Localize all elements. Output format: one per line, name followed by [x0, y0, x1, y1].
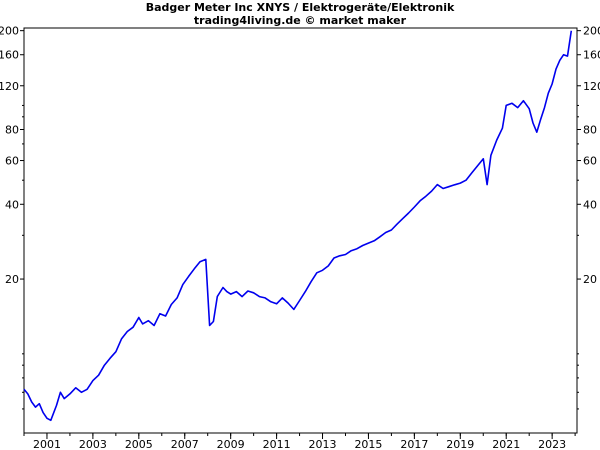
x-tick-label: 2017 [400, 438, 428, 450]
y-tick-label-right: 80 [583, 124, 597, 137]
y-tick-label-left: 160 [0, 49, 19, 62]
y-tick-label-left: 20 [5, 273, 19, 286]
x-tick-label: 2003 [79, 438, 107, 450]
y-tick-label-left: 120 [0, 80, 19, 93]
x-tick-label: 2015 [354, 438, 382, 450]
chart-subtitle: trading4living.de © market maker [193, 14, 407, 27]
x-tick-label: 2021 [492, 438, 520, 450]
series-group [23, 30, 573, 422]
y-tick-label-left: 60 [5, 155, 19, 168]
chart-title: Badger Meter Inc XNYS / Elektrogeräte/El… [145, 1, 455, 14]
y-tick-label-left: 80 [5, 124, 19, 137]
plot-frame [23, 27, 578, 434]
y-tick-label-left: 40 [5, 198, 19, 211]
x-tick-label: 2005 [125, 438, 153, 450]
x-tick-label: 2019 [446, 438, 474, 450]
y-tick-label-right: 160 [583, 49, 600, 62]
y-tick-label-left: 200 [0, 25, 19, 38]
x-tick-label: 2011 [263, 438, 291, 450]
y-tick-label-right: 120 [583, 80, 600, 93]
y-tick-label-right: 40 [583, 198, 597, 211]
x-tick-label: 2009 [217, 438, 245, 450]
y-tick-label-right: 60 [583, 155, 597, 168]
y-tick-label-right: 20 [583, 273, 597, 286]
x-axis: 2001 2003 2005 2007 2009 2011 2013 2015 2017 2019… [23, 433, 576, 450]
price-line [23, 30, 573, 422]
x-tick-label: 2013 [309, 438, 337, 450]
x-tick-label: 2007 [171, 438, 199, 450]
y-axis-left: 200 160 120 80 60 40 20 [0, 25, 24, 410]
y-tick-label-right: 200 [583, 25, 600, 38]
x-tick-label: 2001 [33, 438, 61, 450]
plot-border [23, 27, 578, 434]
x-tick-label: 2023 [538, 438, 566, 450]
y-axis-right: 200 160 120 80 60 40 20 [577, 25, 600, 410]
